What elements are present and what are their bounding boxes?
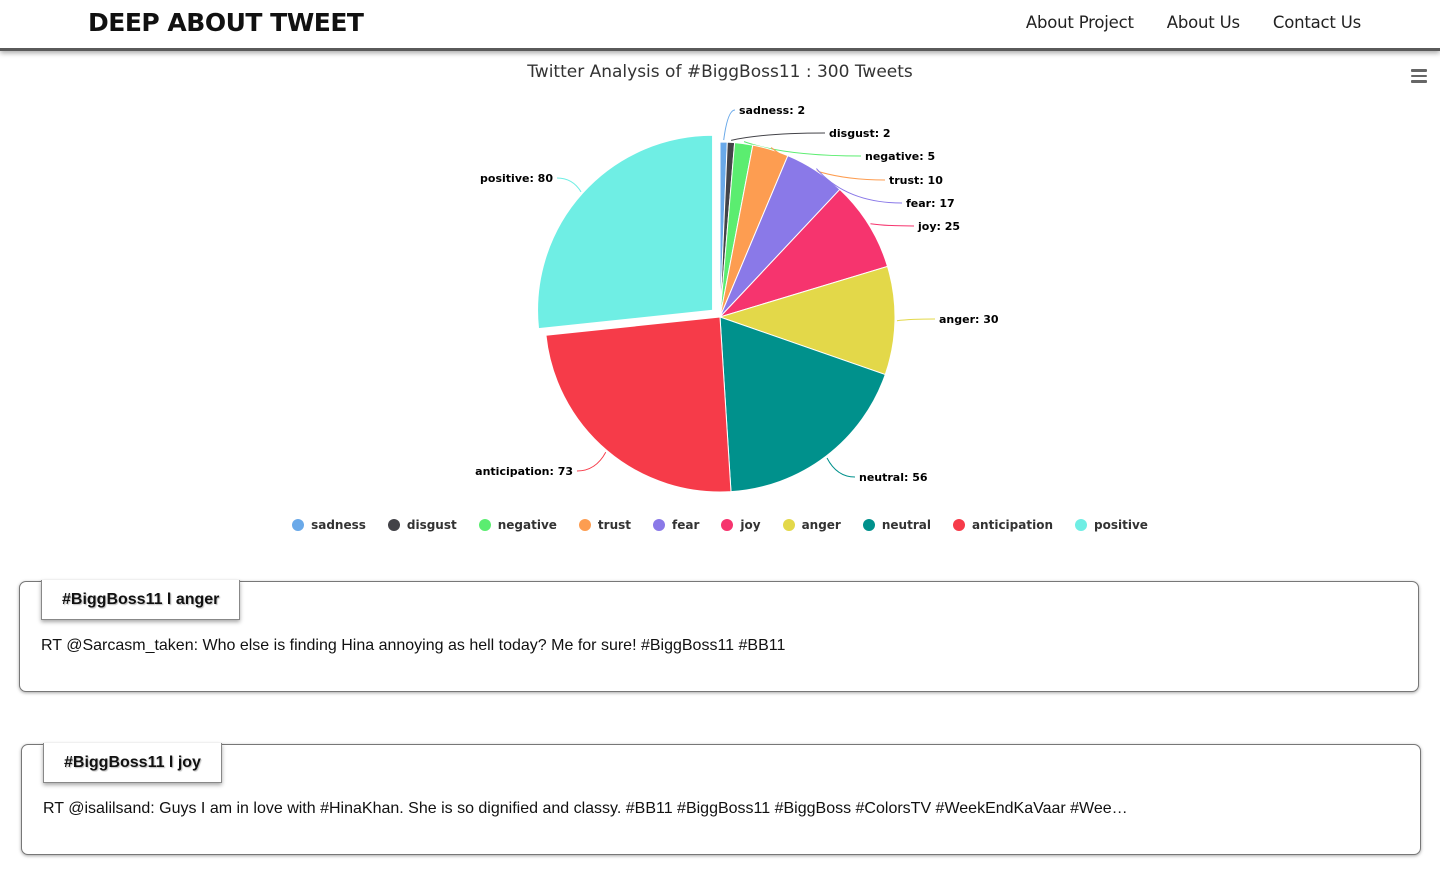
legend-marker-icon — [292, 519, 305, 531]
data-label-anger: anger: 30 — [939, 313, 999, 326]
chart-title: Twitter Analysis of #BiggBoss11 : 300 Tw… — [527, 62, 913, 82]
legend-marker-icon — [952, 519, 965, 531]
pie-slice-neutral[interactable] — [719, 316, 886, 493]
legend-marker-icon — [653, 519, 665, 531]
legend-marker-icon — [1075, 519, 1087, 531]
data-label-anticipation: anticipation: 73 — [475, 465, 573, 478]
legend-label: disgust — [406, 518, 457, 532]
connector-anger — [896, 318, 936, 322]
hamburger-menu-icon[interactable] — [1411, 69, 1427, 83]
legend-item-joy[interactable]: joy — [721, 518, 761, 532]
legend-label: positive — [1094, 518, 1148, 532]
data-label-disgust: disgust: 2 — [829, 127, 891, 140]
legend-marker-icon — [478, 519, 491, 531]
tweet-emotion-tag: #BiggBoss11 l anger — [41, 580, 241, 620]
connector-fear — [816, 168, 903, 204]
legend-item-disgust[interactable]: disgust — [387, 518, 457, 532]
legend-marker-icon — [862, 519, 875, 531]
tweet-text: RT @Sarcasm_taken: Who else is finding H… — [41, 637, 786, 654]
legend-marker-icon — [721, 519, 734, 531]
nav-about-us[interactable]: About Us — [1166, 13, 1240, 32]
legend-label: anger — [801, 518, 841, 532]
legend-marker-icon — [578, 519, 591, 531]
connector-anticipation — [576, 451, 607, 472]
nav-links: About Project About Us Contact Us — [1026, 13, 1361, 32]
legend-label: anticipation — [971, 518, 1053, 532]
connector-negative — [743, 141, 862, 157]
data-label-sadness: sadness: 2 — [739, 104, 805, 117]
connector-joy — [870, 223, 915, 227]
legend-item-negative[interactable]: negative — [478, 518, 557, 532]
pie-slice-anger[interactable] — [718, 265, 896, 376]
data-label-negative: negative: 5 — [865, 150, 935, 163]
nav-about-project[interactable]: About Project — [1025, 13, 1134, 32]
nav-contact-us[interactable]: Contact Us — [1272, 13, 1361, 32]
data-label-trust: trust: 10 — [889, 174, 943, 187]
legend-label: trust — [597, 518, 631, 532]
legend-item-positive[interactable]: positive — [1075, 518, 1148, 532]
legend-label: neutral — [881, 518, 931, 532]
legend-label: sadness — [311, 518, 366, 532]
connector-disgust — [731, 132, 826, 141]
legend-item-fear[interactable]: fear — [653, 518, 699, 532]
pie-slice-anticipation[interactable] — [545, 316, 732, 493]
legend-label: joy — [740, 518, 761, 532]
data-label-positive: positive: 80 — [480, 172, 553, 185]
data-label-neutral: neutral: 56 — [859, 471, 928, 484]
legend-marker-icon — [782, 519, 795, 531]
pie-chart: sadness: 2 disgust: 2 negative: 5 trust: 10… — [475, 104, 999, 493]
data-label-fear: fear: 17 — [906, 197, 955, 210]
legend-label: fear — [672, 518, 700, 532]
tweet-card: #BiggBoss11 l anger RT @Sarcasm_taken: W… — [19, 580, 1419, 692]
pie-slice-joy[interactable] — [718, 188, 889, 319]
legend-item-sadness[interactable]: sadness — [292, 518, 366, 532]
pie-slice-positive[interactable] — [537, 134, 714, 330]
data-label-joy: joy: 25 — [917, 220, 960, 233]
tweet-card: #BiggBoss11 l joy RT @isalilsand: Guys I… — [21, 743, 1421, 855]
tweet-emotion-tag: #BiggBoss11 l joy — [43, 743, 222, 783]
legend-item-anger[interactable]: anger — [782, 518, 841, 532]
chart-legend: sadness disgust negative trust fear joy anger n… — [0, 518, 1440, 532]
legend-item-anticipation[interactable]: anticipation — [952, 518, 1053, 532]
connector-sadness — [723, 109, 736, 141]
legend-item-trust[interactable]: trust — [578, 518, 631, 532]
chart-container: Twitter Analysis of #BiggBoss11 : 300 Tw… — [0, 54, 1440, 554]
tweet-text: RT @isalilsand: Guys I am in love with #… — [43, 800, 1128, 817]
brand-logo[interactable]: DEEP ABOUT TWEET — [88, 8, 364, 37]
legend-marker-icon — [387, 519, 400, 531]
connector-neutral — [826, 457, 856, 478]
top-navbar: DEEP ABOUT TWEET About Project About Us … — [0, 0, 1440, 51]
connector-positive — [556, 177, 582, 193]
legend-label: negative — [497, 518, 557, 532]
legend-item-neutral[interactable]: neutral — [862, 518, 931, 532]
